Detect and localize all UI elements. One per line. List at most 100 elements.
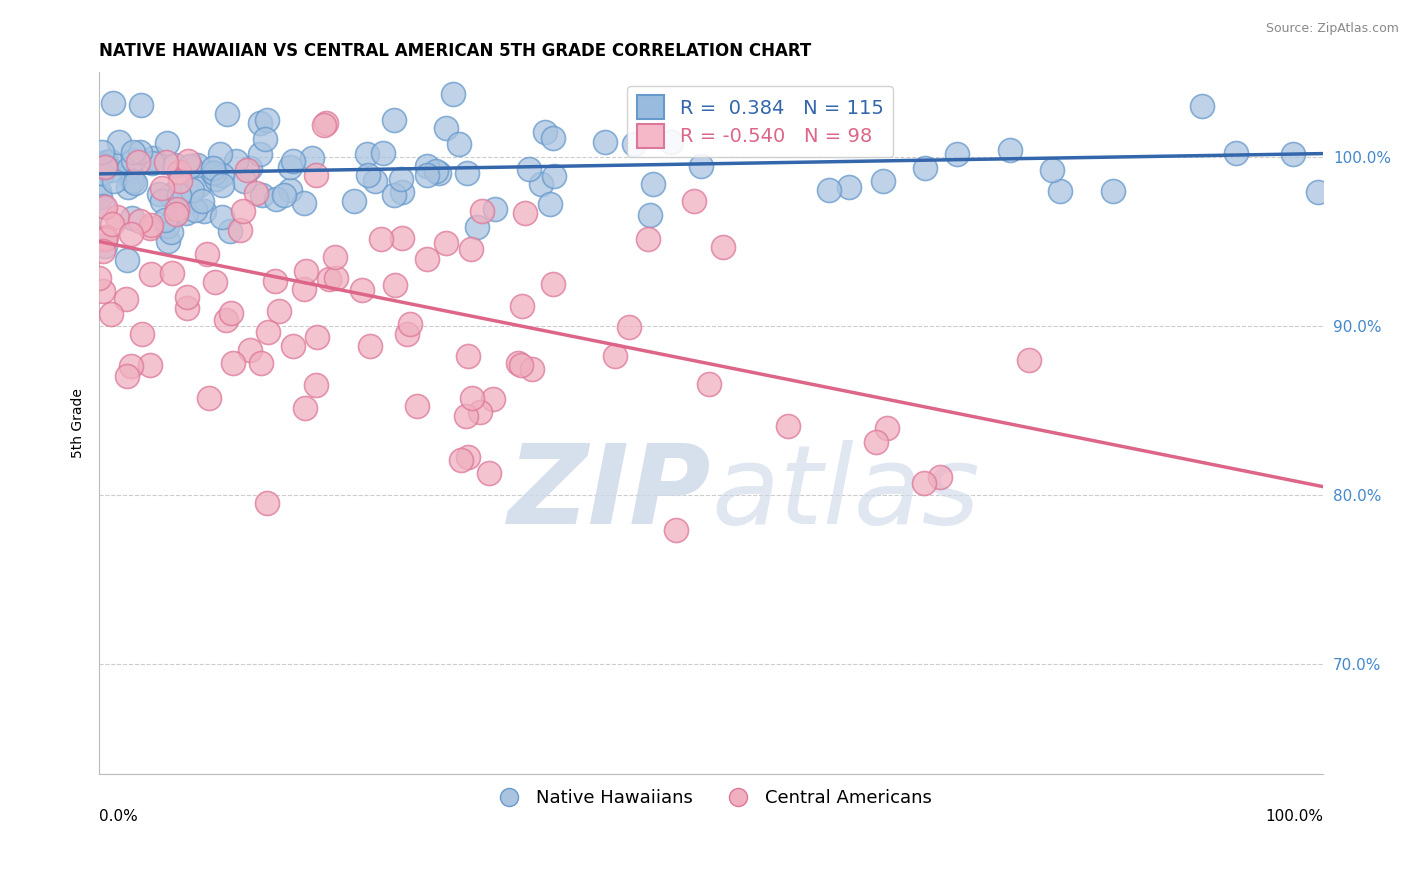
Point [391, 231, 413, 245]
Point [239, 161, 262, 175]
Point [517, 162, 540, 177]
Point [232, 174, 254, 188]
Point [91, 199, 114, 213]
Point [138, 358, 160, 372]
Point [166, 203, 188, 218]
Point [127, 155, 149, 169]
Point [179, 159, 201, 173]
Point [359, 339, 381, 353]
Point [325, 270, 347, 285]
Point [929, 469, 952, 483]
Point [481, 392, 503, 406]
Point [141, 218, 163, 232]
Point [267, 304, 290, 318]
Point [256, 496, 278, 510]
Point [115, 292, 138, 306]
Point [470, 405, 492, 419]
Point [94, 200, 117, 214]
Point [180, 183, 202, 197]
Point [90, 145, 112, 160]
Point [541, 277, 564, 292]
Text: Source: ZipAtlas.com: Source: ZipAtlas.com [1265, 22, 1399, 36]
Point [165, 207, 187, 221]
Point [93, 158, 115, 172]
Point [638, 208, 661, 222]
Point [838, 179, 860, 194]
Point [457, 349, 479, 363]
Point [121, 211, 143, 226]
Point [436, 236, 458, 251]
Point [711, 240, 734, 254]
Point [156, 234, 179, 248]
Point [211, 178, 233, 192]
Point [236, 163, 259, 178]
Point [530, 178, 553, 192]
Point [176, 301, 198, 315]
Point [91, 284, 114, 298]
Point [945, 146, 967, 161]
Point [509, 358, 531, 372]
Point [318, 272, 340, 286]
Point [454, 409, 477, 424]
Point [117, 180, 139, 194]
Point [165, 158, 187, 172]
Point [195, 247, 218, 261]
Point [427, 166, 450, 180]
Point [89, 270, 111, 285]
Point [193, 203, 215, 218]
Point [169, 174, 191, 188]
Point [159, 225, 181, 239]
Point [399, 317, 422, 331]
Point [96, 230, 118, 244]
Point [541, 130, 564, 145]
Point [156, 219, 179, 233]
Point [510, 299, 533, 313]
Point [312, 118, 335, 132]
Point [198, 391, 221, 405]
Point [229, 223, 252, 237]
Point [129, 97, 152, 112]
Text: 100.0%: 100.0% [1265, 809, 1323, 824]
Point [155, 154, 177, 169]
Point [201, 165, 224, 179]
Point [91, 244, 114, 258]
Point [148, 187, 170, 202]
Point [301, 151, 323, 165]
Point [1018, 352, 1040, 367]
Point [264, 274, 287, 288]
Point [122, 153, 145, 167]
Text: 0.0%: 0.0% [100, 809, 138, 824]
Point [205, 172, 228, 186]
Point [391, 186, 413, 200]
Point [396, 327, 419, 342]
Point [415, 252, 437, 267]
Point [202, 166, 225, 180]
Point [305, 169, 328, 183]
Point [94, 160, 117, 174]
Point [456, 166, 478, 180]
Point [250, 356, 273, 370]
Point [167, 165, 190, 179]
Point [120, 227, 142, 241]
Point [405, 399, 427, 413]
Point [98, 154, 121, 169]
Point [257, 325, 280, 339]
Point [120, 359, 142, 374]
Point [370, 232, 392, 246]
Point [245, 186, 267, 200]
Point [278, 183, 301, 197]
Point [100, 307, 122, 321]
Point [520, 362, 543, 376]
Point [506, 356, 529, 370]
Point [250, 188, 273, 202]
Point [103, 173, 125, 187]
Point [105, 211, 128, 225]
Point [477, 466, 499, 480]
Point [273, 187, 295, 202]
Point [129, 214, 152, 228]
Point [1102, 184, 1125, 198]
Point [818, 183, 841, 197]
Point [232, 204, 254, 219]
Point [167, 187, 190, 202]
Point [484, 202, 506, 217]
